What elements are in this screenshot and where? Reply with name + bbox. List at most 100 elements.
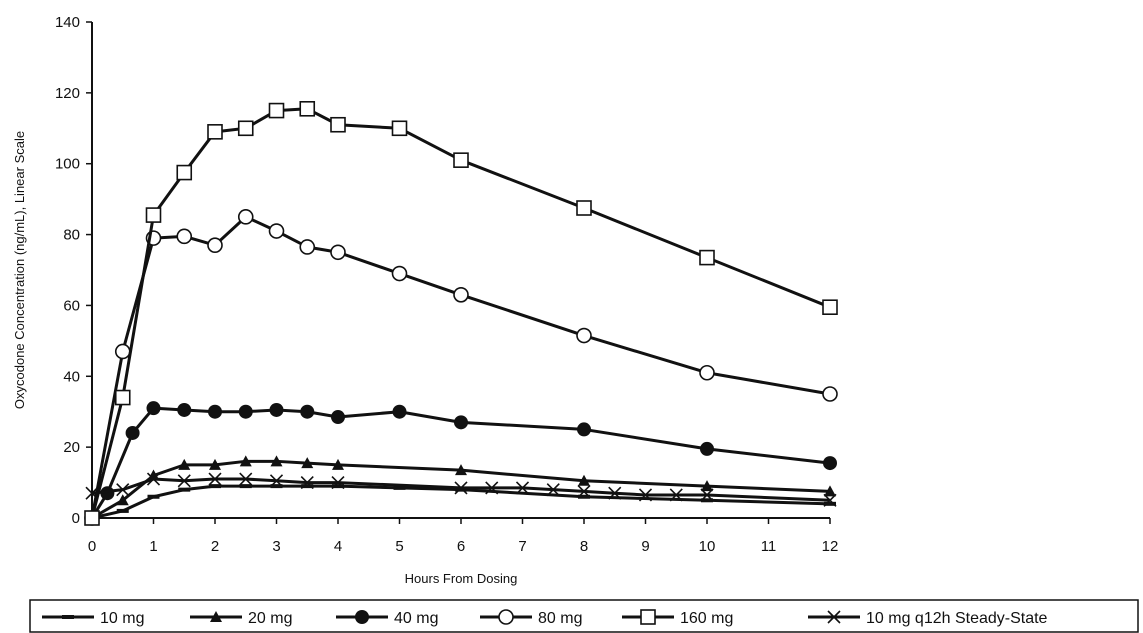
data-point	[332, 458, 344, 470]
data-point	[824, 485, 836, 497]
x-tick-label: 1	[149, 538, 157, 555]
legend-label: 160 mg	[680, 610, 733, 627]
x-tick-label: 10	[699, 538, 716, 555]
data-point	[207, 124, 223, 140]
data-point	[269, 474, 284, 488]
data-point	[237, 120, 254, 137]
data-point	[300, 476, 314, 490]
data-point	[331, 476, 345, 490]
x-tick-label: 8	[580, 538, 588, 555]
legend-label: 20 mg	[248, 610, 292, 627]
data-point	[114, 389, 131, 406]
data-point	[701, 480, 713, 492]
data-point	[208, 472, 222, 486]
data-point	[269, 402, 284, 417]
series-2	[85, 401, 837, 525]
data-point	[823, 493, 837, 507]
data-point	[209, 458, 221, 470]
data-point	[454, 415, 468, 430]
legend-label: 10 mg	[100, 610, 144, 627]
x-tick-label: 0	[88, 538, 96, 555]
legend: 10 mg 20 mg 40 mg 80 mg 160 mg 10 mg q12h Ste…	[29, 599, 1139, 633]
legend-item: 160 mg	[622, 609, 733, 627]
data-point	[576, 200, 592, 216]
data-point	[268, 102, 285, 119]
data-point	[330, 116, 346, 133]
data-point	[546, 483, 560, 497]
series-3	[84, 209, 838, 526]
legend-marker	[827, 610, 841, 624]
legend-marker	[498, 609, 514, 625]
legend-label: 40 mg	[394, 610, 438, 627]
data-point	[146, 472, 161, 486]
x-tick-label: 5	[395, 538, 403, 555]
legend-item: 20 mg	[190, 610, 292, 627]
data-point	[299, 101, 316, 117]
y-ticks: 0 20 40 60 80 100 120 140	[55, 14, 92, 527]
data-point	[145, 207, 162, 223]
data-point	[177, 474, 191, 488]
x-tick-label: 11	[761, 538, 777, 555]
data-point	[330, 244, 346, 261]
data-point	[455, 464, 467, 476]
data-point	[331, 410, 345, 425]
series-1	[86, 455, 836, 523]
legend-marker	[640, 609, 656, 625]
x-tick-label: 9	[641, 538, 649, 555]
data-point	[125, 425, 140, 440]
data-point	[176, 228, 193, 245]
series-layer	[84, 101, 838, 526]
data-point	[146, 401, 161, 416]
x-tick-label: 6	[457, 538, 465, 555]
x-tick-label: 12	[822, 538, 839, 555]
data-point	[392, 404, 407, 419]
y-tick-label: 40	[63, 368, 80, 385]
y-tick-label: 100	[55, 156, 80, 173]
data-point	[270, 455, 283, 467]
y-tick-label: 20	[63, 439, 80, 456]
data-point	[391, 265, 408, 282]
data-point	[268, 223, 285, 239]
series-0	[86, 484, 836, 520]
legend-label: 10 mg q12h Steady-State	[866, 610, 1048, 627]
legend-box	[29, 599, 1139, 633]
data-point	[239, 472, 253, 486]
x-tick-label: 4	[334, 538, 342, 555]
y-tick-label: 120	[55, 85, 80, 102]
data-point	[577, 484, 591, 498]
y-tick-label: 140	[55, 14, 80, 31]
data-point	[454, 481, 468, 495]
data-point	[608, 486, 622, 500]
data-point	[485, 481, 499, 495]
data-point	[116, 483, 130, 497]
data-point	[178, 458, 191, 470]
series-4	[84, 101, 838, 526]
legend-marker	[210, 611, 222, 622]
y-tick-label: 60	[63, 297, 80, 314]
data-point	[453, 286, 469, 303]
x-tick-label: 2	[211, 538, 219, 555]
data-point	[391, 120, 408, 137]
legend-item: 10 mg	[42, 610, 144, 627]
data-point	[699, 364, 715, 381]
data-point	[177, 402, 192, 417]
data-point	[577, 422, 591, 437]
legend-item: 40 mg	[336, 610, 438, 627]
data-point	[301, 457, 314, 469]
data-point	[116, 494, 129, 506]
data-point	[176, 164, 193, 181]
data-point	[638, 488, 653, 502]
y-axis-title: Oxycodone Concentration (ng/mL), Linear …	[12, 131, 27, 409]
y-tick-label: 80	[63, 227, 80, 244]
data-point	[238, 404, 253, 419]
legend-item: 10 mg q12h Steady-State	[808, 610, 1048, 627]
data-point	[515, 481, 530, 495]
legend-label: 80 mg	[538, 610, 582, 627]
legend-marker	[355, 610, 369, 624]
x-tick-label: 3	[272, 538, 280, 555]
data-point	[300, 404, 315, 419]
x-axis-title: Hours From Dosing	[405, 571, 518, 586]
data-point	[237, 209, 254, 225]
data-point	[208, 404, 222, 419]
